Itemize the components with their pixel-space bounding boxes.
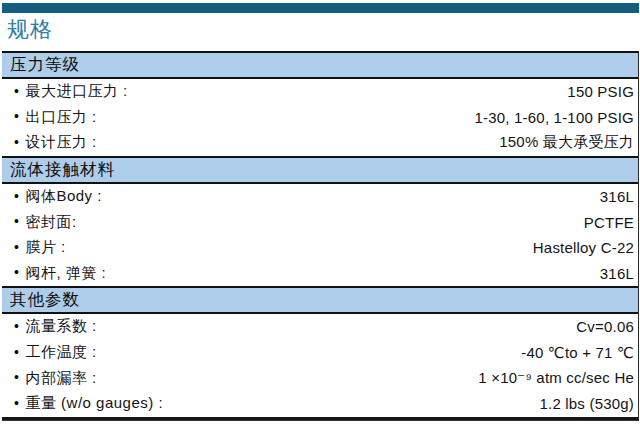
top-accent-bar — [2, 3, 639, 13]
spec-value: 316L — [600, 265, 634, 282]
section-rows-wetted-materials: • 阀体Body : 316L • 密封面: PCTFE • 膜片 : Hastell… — [2, 184, 638, 286]
spec-row: • 重量 (w/o gauges) : 1.2 lbs (530g) — [2, 391, 638, 417]
spec-value: 316L — [600, 188, 634, 205]
bullet-icon: • — [14, 109, 19, 123]
bullet-icon: • — [14, 265, 19, 279]
spec-table: 压力等级 • 最大进口压力 : 150 PSIG • 出口压力 : 1-30, 1-… — [2, 51, 639, 421]
spec-value: -40 ℃to + 71 ℃ — [521, 344, 634, 362]
spec-value: Cv=0.06 — [576, 318, 634, 335]
section-title: 压力等级 — [10, 55, 80, 73]
bullet-icon: • — [14, 84, 19, 98]
spec-row: • 工作温度 : -40 ℃to + 71 ℃ — [2, 340, 638, 366]
spec-label: 设计压力 : — [25, 133, 96, 152]
spec-label: 工作温度 : — [25, 343, 96, 362]
spec-row: • 内部漏率 : 1 ×10⁻⁹ atm cc/sec He — [2, 365, 638, 391]
spec-value: PCTFE — [584, 214, 634, 231]
section-header-wetted-materials: 流体接触材料 — [2, 156, 638, 184]
section-title: 其他参数 — [10, 290, 80, 308]
section-rows-other-parameters: • 流量系数 : Cv=0.06 • 工作温度 : -40 ℃to + 71 ℃ •… — [2, 314, 638, 416]
spec-label: 出口压力 : — [25, 108, 96, 127]
section-rows-pressure-rating: • 最大进口压力 : 150 PSIG • 出口压力 : 1-30, 1-60, 1… — [2, 79, 638, 156]
spec-label: 阀体Body : — [25, 187, 102, 206]
spec-label: 最大进口压力 : — [25, 82, 127, 101]
spec-value: 150% 最大承受压力 — [499, 133, 634, 152]
spec-row: • 膜片 : Hastelloy C-22 — [2, 235, 638, 261]
spec-row: • 设计压力 : 150% 最大承受压力 — [2, 130, 638, 156]
spec-sheet-page: 规格 压力等级 • 最大进口压力 : 150 PSIG • 出口压力 : 1-30,… — [0, 3, 640, 432]
spec-label: 内部漏率 : — [25, 369, 96, 388]
bullet-icon: • — [14, 214, 19, 228]
spec-row: • 密封面: PCTFE — [2, 209, 638, 235]
section-header-other-parameters: 其他参数 — [2, 286, 638, 314]
spec-value: 1 ×10⁻⁹ atm cc/sec He — [478, 369, 634, 387]
spec-row: • 最大进口压力 : 150 PSIG — [2, 79, 638, 105]
spec-label: 重量 (w/o gauges) : — [25, 394, 163, 413]
bottom-rule — [2, 417, 638, 421]
bullet-icon: • — [14, 189, 19, 203]
spec-value: 1.2 lbs (530g) — [539, 395, 634, 412]
spec-label: 阀杆, 弹簧 : — [25, 264, 106, 283]
bullet-icon: • — [14, 396, 19, 410]
spec-label: 密封面: — [25, 213, 76, 232]
spec-row: • 出口压力 : 1-30, 1-60, 1-100 PSIG — [2, 105, 638, 131]
bullet-icon: • — [14, 240, 19, 254]
bullet-icon: • — [14, 370, 19, 384]
bullet-icon: • — [14, 135, 19, 149]
spec-value: 1-30, 1-60, 1-100 PSIG — [475, 109, 635, 126]
spec-value: 150 PSIG — [567, 83, 634, 100]
spec-label: 流量系数 : — [25, 317, 96, 336]
spec-value: Hastelloy C-22 — [533, 239, 634, 256]
spec-label: 膜片 : — [25, 238, 65, 257]
spec-row: • 流量系数 : Cv=0.06 — [2, 314, 638, 340]
section-header-pressure-rating: 压力等级 — [2, 51, 638, 79]
section-title: 流体接触材料 — [10, 160, 115, 178]
bullet-icon: • — [14, 345, 19, 359]
spec-row: • 阀体Body : 316L — [2, 184, 638, 210]
bullet-icon: • — [14, 319, 19, 333]
page-title: 规格 — [7, 17, 640, 43]
spec-row: • 阀杆, 弹簧 : 316L — [2, 261, 638, 287]
